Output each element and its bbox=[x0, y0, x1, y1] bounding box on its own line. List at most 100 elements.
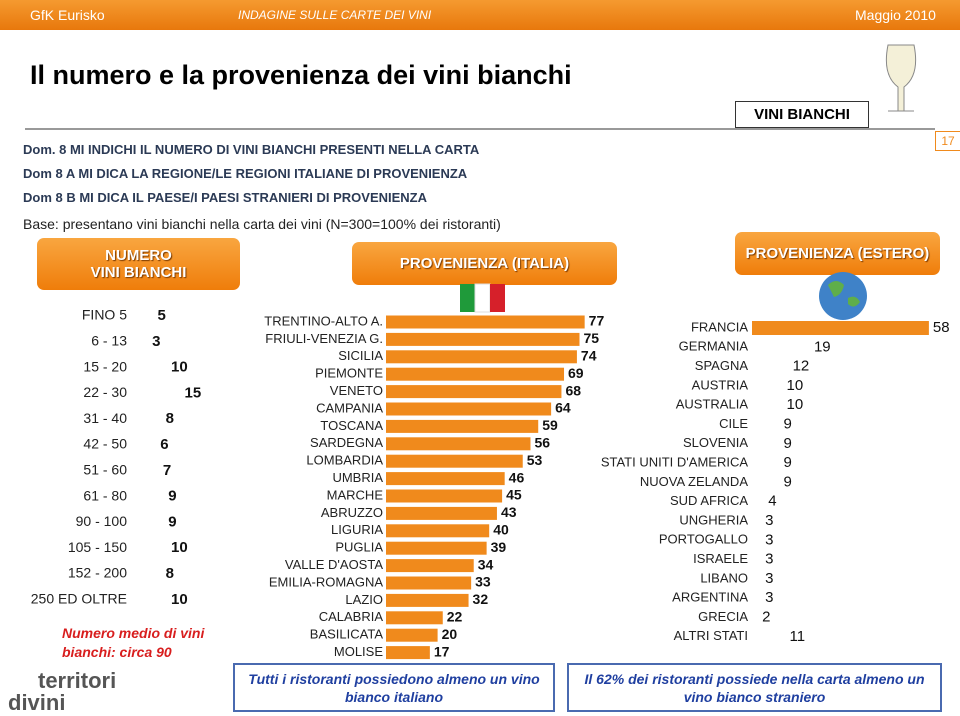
bar bbox=[386, 454, 523, 468]
brand: GfK Eurisko bbox=[30, 7, 105, 23]
value-label: 32 bbox=[473, 591, 489, 607]
category-label: AUSTRIA bbox=[692, 377, 749, 392]
globe bbox=[828, 281, 860, 307]
value-label: 43 bbox=[501, 504, 517, 520]
category-label: CALABRIA bbox=[319, 609, 384, 624]
base: Base: presentano vini bianchi nella cart… bbox=[23, 216, 501, 232]
category-label: 22 - 30 bbox=[83, 384, 127, 400]
bar bbox=[140, 412, 162, 427]
category-label: ISRAELE bbox=[693, 551, 748, 566]
bar bbox=[752, 340, 810, 355]
category-label: LIGURIA bbox=[331, 522, 383, 537]
value-label: 3 bbox=[765, 551, 773, 568]
category-label: SLOVENIA bbox=[683, 435, 748, 450]
bar bbox=[386, 419, 539, 433]
value-label: 34 bbox=[478, 556, 494, 572]
value-label: 8 bbox=[166, 410, 174, 427]
category-label: VALLE D'AOSTA bbox=[285, 557, 383, 572]
bar bbox=[140, 489, 165, 504]
bar bbox=[386, 402, 552, 416]
value-label: 4 bbox=[768, 493, 776, 510]
category-label: VENETO bbox=[330, 383, 383, 398]
value-label: 56 bbox=[534, 435, 550, 451]
note: Numero medio di vini bianchi: circa 90 bbox=[62, 625, 205, 660]
bar bbox=[386, 524, 490, 538]
category-label: SPAGNA bbox=[695, 358, 749, 373]
value-label: 17 bbox=[434, 643, 450, 659]
note: Tutti i ristoranti possiedono almeno un … bbox=[233, 663, 555, 712]
note: Il 62% dei ristoranti possiede nella car… bbox=[567, 663, 942, 712]
category-label: LOMBARDIA bbox=[306, 453, 383, 468]
bar bbox=[752, 591, 762, 606]
value-label: 9 bbox=[783, 415, 791, 432]
category-label: GRECIA bbox=[698, 609, 748, 624]
bar bbox=[386, 611, 443, 625]
bar bbox=[752, 552, 762, 567]
value-label: 58 bbox=[933, 319, 950, 336]
tag: VINI BIANCHI bbox=[735, 101, 869, 128]
bar bbox=[386, 367, 565, 381]
value-label: 9 bbox=[168, 488, 176, 505]
value-label: 68 bbox=[565, 382, 581, 398]
category-label: 90 - 100 bbox=[76, 513, 128, 529]
logo: divini bbox=[8, 690, 66, 715]
category-label: ABRUZZO bbox=[321, 505, 383, 520]
bar bbox=[386, 559, 474, 573]
bar bbox=[140, 334, 149, 349]
bar bbox=[752, 417, 780, 432]
value-label: 40 bbox=[493, 522, 509, 538]
value-label: 20 bbox=[442, 626, 458, 642]
value-label: 64 bbox=[555, 400, 571, 416]
bar bbox=[752, 475, 780, 490]
category-label: 31 - 40 bbox=[83, 410, 127, 426]
bar bbox=[386, 332, 580, 346]
category-label: NUOVA ZELANDA bbox=[640, 474, 748, 489]
value-label: 10 bbox=[171, 539, 188, 556]
value-label: 59 bbox=[542, 417, 558, 433]
bar bbox=[386, 385, 562, 399]
bar bbox=[752, 359, 789, 374]
flag bbox=[490, 284, 505, 312]
bar bbox=[140, 515, 165, 530]
value-label: 3 bbox=[765, 570, 773, 587]
value-label: 6 bbox=[160, 436, 168, 453]
value-label: 7 bbox=[163, 462, 171, 479]
bar bbox=[140, 567, 162, 581]
chart-title: PROVENIENZA (ITALIA) bbox=[352, 242, 617, 285]
value-label: 10 bbox=[171, 591, 188, 608]
bar bbox=[752, 436, 780, 451]
category-label: 51 - 60 bbox=[83, 462, 127, 478]
wine-glass bbox=[885, 44, 917, 112]
bar bbox=[140, 541, 167, 556]
category-label: SARDEGNA bbox=[310, 435, 383, 450]
category-label: PORTOGALLO bbox=[659, 532, 748, 547]
bar bbox=[140, 386, 181, 401]
category-label: AUSTRALIA bbox=[676, 397, 749, 412]
value-label: 10 bbox=[787, 396, 804, 413]
category-label: 42 - 50 bbox=[83, 436, 127, 452]
title: Il numero e la provenienza dei vini bian… bbox=[30, 60, 572, 90]
value-label: 12 bbox=[793, 358, 810, 375]
chart-title: NUMERO VINI BIANCHI bbox=[37, 238, 240, 290]
value-label: 3 bbox=[765, 589, 773, 606]
value-label: 39 bbox=[491, 539, 507, 555]
header-bar bbox=[0, 0, 960, 30]
bar bbox=[386, 541, 487, 555]
category-label: TRENTINO-ALTO A. bbox=[264, 313, 383, 328]
category-label: ARGENTINA bbox=[672, 590, 748, 605]
category-label: 152 - 200 bbox=[68, 565, 127, 581]
value-label: 74 bbox=[581, 348, 597, 364]
value-label: 3 bbox=[765, 531, 773, 548]
value-label: 9 bbox=[783, 435, 791, 452]
category-label: LIBANO bbox=[700, 570, 748, 585]
value-label: 9 bbox=[783, 473, 791, 490]
chart-title: PROVENIENZA (ESTERO) bbox=[735, 232, 940, 275]
value-label: 3 bbox=[152, 333, 160, 350]
category-label: SUD AFRICA bbox=[670, 493, 748, 508]
bar bbox=[752, 398, 783, 413]
bar bbox=[386, 506, 497, 520]
category-label: CILE bbox=[719, 416, 748, 431]
flag bbox=[474, 283, 491, 313]
bar bbox=[752, 494, 765, 509]
